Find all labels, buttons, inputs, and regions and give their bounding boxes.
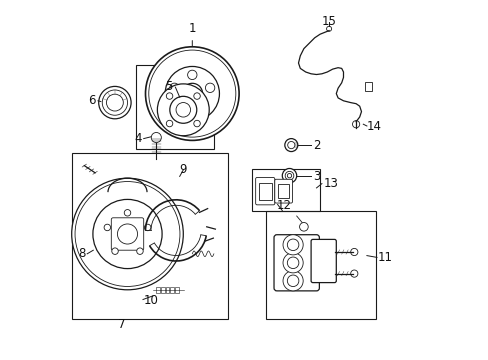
Circle shape <box>137 248 143 255</box>
Circle shape <box>352 121 359 128</box>
Circle shape <box>285 171 293 180</box>
Circle shape <box>72 178 183 290</box>
Circle shape <box>93 199 162 269</box>
Circle shape <box>151 132 161 143</box>
Bar <box>258 183 271 200</box>
Circle shape <box>176 103 190 117</box>
Circle shape <box>182 83 202 104</box>
Circle shape <box>176 104 185 113</box>
FancyBboxPatch shape <box>111 218 143 250</box>
Circle shape <box>124 210 130 216</box>
Bar <box>136 65 213 149</box>
Circle shape <box>284 139 297 152</box>
Circle shape <box>287 239 298 251</box>
Text: 3: 3 <box>312 170 320 183</box>
Text: 2: 2 <box>312 139 320 152</box>
FancyBboxPatch shape <box>274 179 292 203</box>
Bar <box>278 184 289 198</box>
Text: 4: 4 <box>134 132 142 145</box>
Circle shape <box>198 104 207 113</box>
Circle shape <box>145 47 239 140</box>
FancyBboxPatch shape <box>273 235 319 291</box>
Text: 9: 9 <box>179 163 187 176</box>
FancyBboxPatch shape <box>310 239 336 283</box>
Circle shape <box>157 84 209 136</box>
Text: 10: 10 <box>143 294 158 307</box>
Circle shape <box>169 83 179 93</box>
Text: 1: 1 <box>188 22 196 35</box>
Text: 6: 6 <box>88 94 95 107</box>
Circle shape <box>112 248 118 255</box>
Circle shape <box>193 93 200 99</box>
Text: 5: 5 <box>165 80 172 93</box>
Bar <box>170 287 174 293</box>
Circle shape <box>350 270 357 277</box>
Circle shape <box>287 275 298 287</box>
Circle shape <box>193 120 200 127</box>
Text: 8: 8 <box>79 247 86 260</box>
Circle shape <box>117 224 137 244</box>
Circle shape <box>144 224 151 231</box>
Circle shape <box>283 235 303 255</box>
Bar <box>72 153 228 319</box>
Text: 7: 7 <box>118 318 125 331</box>
Text: 14: 14 <box>366 120 381 132</box>
Circle shape <box>299 222 307 231</box>
Circle shape <box>106 94 123 111</box>
Text: 13: 13 <box>323 177 338 190</box>
Circle shape <box>166 93 172 99</box>
Text: 12: 12 <box>276 199 291 212</box>
Circle shape <box>350 248 357 256</box>
Bar <box>265 211 375 319</box>
Circle shape <box>99 86 131 119</box>
Circle shape <box>187 70 197 80</box>
Bar <box>365 82 371 91</box>
Bar <box>175 287 178 293</box>
Circle shape <box>169 96 196 123</box>
Bar <box>251 169 320 211</box>
Text: 11: 11 <box>377 251 392 264</box>
Text: 15: 15 <box>321 15 336 28</box>
Circle shape <box>205 83 214 93</box>
Circle shape <box>282 168 296 183</box>
Circle shape <box>283 271 303 291</box>
Circle shape <box>287 141 294 149</box>
Circle shape <box>104 224 110 231</box>
FancyBboxPatch shape <box>255 177 274 205</box>
Circle shape <box>165 67 219 121</box>
Circle shape <box>166 120 172 127</box>
Circle shape <box>287 257 298 269</box>
Bar <box>156 287 160 293</box>
Circle shape <box>326 26 331 31</box>
Bar <box>161 287 164 293</box>
Circle shape <box>287 174 291 178</box>
Circle shape <box>283 253 303 273</box>
Bar <box>165 287 169 293</box>
